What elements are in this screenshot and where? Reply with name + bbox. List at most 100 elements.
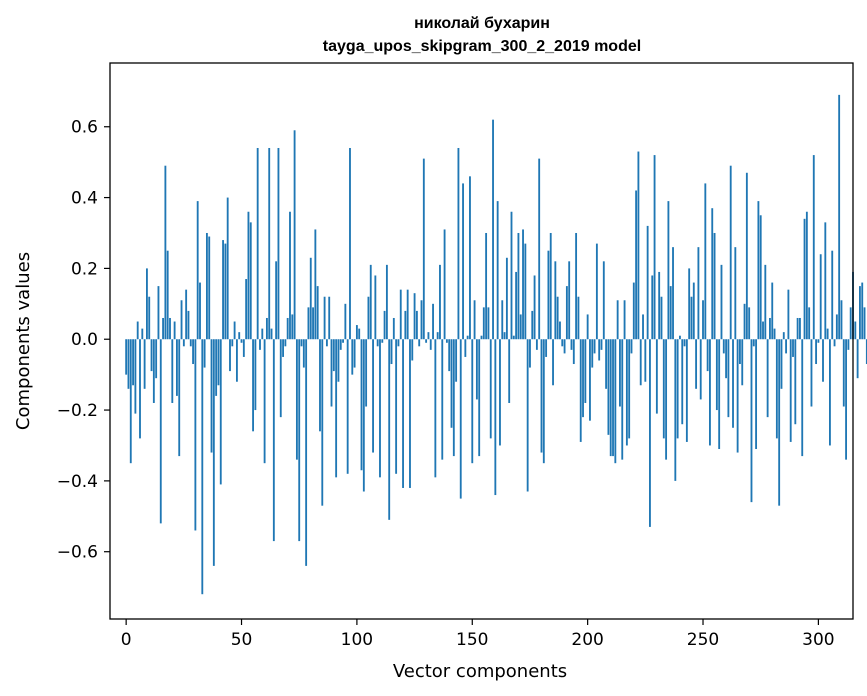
bar-303: [824, 222, 827, 340]
x-tick-label: 100: [341, 630, 373, 650]
plot-frame: [109, 62, 854, 620]
bar-32: [199, 282, 201, 340]
bar-190: [563, 339, 566, 354]
bar-213: [616, 300, 619, 340]
bar-38: [212, 339, 215, 566]
chart-title: николай бухарин: [414, 15, 550, 32]
bar-133: [432, 303, 434, 340]
bar-128: [420, 300, 423, 340]
bar-145: [459, 339, 462, 499]
bar-275: [759, 215, 762, 340]
bar-270: [748, 307, 751, 340]
bar-320: [863, 307, 866, 340]
bar-195: [575, 232, 578, 340]
bar-186: [554, 261, 557, 340]
bar-172: [522, 229, 524, 340]
bar-184: [549, 232, 552, 340]
bar-113: [385, 264, 388, 340]
bar-36: [208, 236, 211, 340]
x-tick-label: 0: [121, 630, 132, 650]
bar-136: [439, 264, 441, 340]
x-axis-ticks: 0 50 100 150 200 250 300: [121, 619, 835, 650]
bar-239: [676, 339, 679, 439]
bar-268: [743, 303, 746, 340]
bar-109: [376, 339, 379, 347]
bar-84: [319, 339, 321, 432]
bar-308: [835, 314, 838, 340]
bar-137: [441, 339, 444, 460]
bar-295: [805, 211, 808, 340]
bar-248: [697, 247, 700, 340]
bar-39: [215, 339, 218, 396]
x-axis-label: Vector components: [393, 661, 567, 682]
bar-263: [732, 339, 734, 428]
bar-70: [286, 317, 289, 340]
bar-191: [565, 286, 568, 340]
bar-146: [462, 183, 464, 340]
bar-228: [651, 275, 654, 340]
bar-209: [607, 339, 610, 435]
bar-82: [314, 229, 317, 340]
bar-112: [383, 310, 386, 340]
bar-310: [840, 300, 843, 340]
bar-214: [619, 339, 621, 407]
bar-284: [780, 339, 783, 389]
bar-296: [808, 307, 811, 340]
bar-125: [413, 293, 416, 340]
bar-101: [358, 328, 361, 340]
bar-74: [295, 339, 298, 460]
bar-56: [254, 339, 257, 411]
bar-167: [510, 211, 513, 340]
bar-299: [815, 339, 818, 365]
bar-185: [552, 339, 554, 386]
bar-256: [715, 339, 718, 411]
bar-64: [272, 339, 275, 542]
bar-260: [725, 339, 728, 379]
bar-132: [429, 339, 432, 350]
bar-255: [713, 232, 716, 340]
bar-218: [628, 339, 631, 439]
bar-181: [542, 339, 545, 464]
bar-244: [688, 268, 691, 340]
bar-162: [499, 339, 501, 446]
bar-27: [187, 310, 190, 340]
y-tick-label: −0.4: [57, 472, 98, 492]
bar-111: [381, 339, 384, 343]
y-tick-label: 0.0: [71, 330, 98, 350]
bar-15: [159, 339, 162, 524]
bar-92: [337, 339, 340, 382]
bar-124: [411, 339, 414, 361]
bar-53: [247, 211, 250, 340]
bar-168: [512, 335, 515, 340]
bar-58: [259, 339, 261, 350]
bar-8: [143, 339, 146, 389]
bar-165: [505, 257, 508, 340]
bar-211: [612, 339, 614, 457]
bar-160: [494, 339, 497, 496]
bar-138: [443, 229, 446, 340]
bar-144: [457, 147, 460, 340]
x-tick-label: 50: [231, 630, 253, 650]
bar-240: [679, 335, 681, 340]
bar-5: [136, 321, 139, 340]
bar-206: [600, 339, 603, 350]
x-tick-label: 200: [571, 630, 603, 650]
bar-286: [785, 339, 788, 354]
bar-123: [409, 339, 411, 488]
bar-157: [487, 307, 490, 340]
bar-77: [302, 339, 305, 368]
bar-52: [245, 279, 248, 340]
bar-26: [185, 289, 188, 340]
bar-264: [734, 247, 737, 340]
bar-100: [355, 325, 358, 340]
bar-207: [602, 261, 605, 340]
bar-31: [196, 201, 199, 340]
bar-242: [683, 339, 686, 347]
bar-121: [404, 310, 407, 340]
bar-35: [205, 232, 208, 340]
bar-94: [342, 339, 344, 343]
bar-110: [379, 339, 381, 478]
bar-314: [849, 307, 852, 340]
bar-135: [436, 332, 439, 340]
bar-294: [803, 218, 806, 340]
